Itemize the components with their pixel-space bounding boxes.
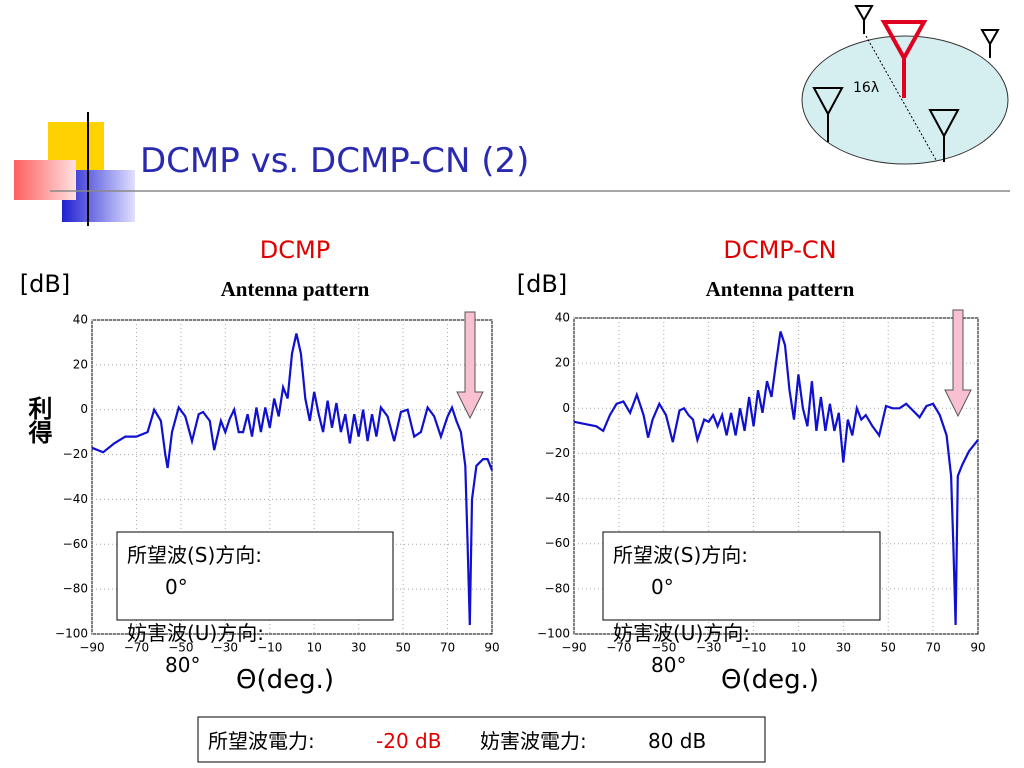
x-tick-label: −30 (213, 641, 238, 655)
footer-box (197, 716, 766, 763)
pointer-arrow (944, 309, 972, 418)
y-tick-label: −80 (63, 582, 88, 596)
diagram-area (801, 35, 1009, 165)
note-text: 妨害波(U)方向: (127, 621, 264, 645)
footer-text: 80 dB (648, 729, 706, 753)
chart-title: DCMP-CN (723, 236, 836, 264)
x-tick-label: 10 (791, 641, 806, 655)
x-tick-label: 90 (484, 641, 499, 655)
footer-text: -20 dB (376, 729, 441, 753)
y-tick-label: 40 (555, 311, 570, 325)
y-tick-label: −100 (55, 627, 88, 641)
side-label: 利得 (24, 396, 53, 445)
x-tick-label: 30 (836, 641, 851, 655)
antennas (812, 5, 1000, 162)
note-text: 0° (651, 575, 674, 599)
y-axis-label: [dB] (20, 270, 70, 298)
x-tick-label: 70 (925, 641, 940, 655)
x-axis-label: Θ(deg.) (721, 665, 819, 695)
y-tick-label: 20 (73, 357, 88, 371)
y-tick-label: −40 (545, 491, 570, 505)
y-tick-label: −40 (63, 492, 88, 506)
note-text: 所望波(S)方向: (127, 543, 262, 567)
chart-subtitle: Antenna pattern (706, 277, 855, 301)
y-tick-label: 0 (562, 401, 570, 415)
x-tick-label: 90 (970, 641, 985, 655)
note-text: 妨害波(U)方向: (613, 621, 750, 645)
x-tick-label: −90 (561, 641, 586, 655)
deco-square (14, 160, 76, 200)
y-axis-label: [dB] (517, 270, 567, 298)
y-tick-label: −60 (545, 536, 570, 550)
footer-text: 所望波電力: (208, 729, 315, 753)
x-tick-label: −30 (696, 641, 721, 655)
note-box (116, 531, 394, 621)
y-tick-label: 20 (555, 356, 570, 370)
x-tick-label: −10 (741, 641, 766, 655)
x-tick-label: 50 (395, 641, 410, 655)
slide-title: DCMP vs. DCMP-CN (2) (140, 141, 529, 181)
y-tick-label: 0 (80, 402, 88, 416)
x-tick-label: 70 (440, 641, 455, 655)
x-tick-label: 50 (881, 641, 896, 655)
pointer-arrow (456, 311, 484, 420)
chart-title: DCMP (260, 236, 330, 264)
x-tick-label: −90 (79, 641, 104, 655)
x-tick-label: −10 (257, 641, 282, 655)
y-tick-label: 40 (73, 313, 88, 327)
chart-subtitle: Antenna pattern (221, 277, 370, 301)
pattern-line (573, 331, 979, 626)
x-tick-label: −50 (168, 641, 193, 655)
footer-text: 妨害波電力: (480, 729, 587, 753)
note-box (602, 531, 881, 621)
pattern-line (91, 333, 494, 626)
note-text: 所望波(S)方向: (613, 543, 748, 567)
note-text: 0° (165, 575, 188, 599)
x-tick-label: 10 (307, 641, 322, 655)
y-tick-label: −60 (63, 537, 88, 551)
y-tick-label: −100 (537, 627, 570, 641)
note-text: 80° (165, 653, 200, 677)
x-axis-label: Θ(deg.) (236, 665, 334, 695)
x-tick-label: −50 (651, 641, 676, 655)
y-tick-label: −80 (545, 581, 570, 595)
x-tick-label: −70 (124, 641, 149, 655)
y-tick-label: −20 (63, 447, 88, 461)
x-tick-label: 30 (351, 641, 366, 655)
y-tick-label: −20 (545, 446, 570, 460)
note-text: 80° (651, 653, 686, 677)
x-tick-label: −70 (606, 641, 631, 655)
diagram-label: 16λ (853, 80, 879, 96)
